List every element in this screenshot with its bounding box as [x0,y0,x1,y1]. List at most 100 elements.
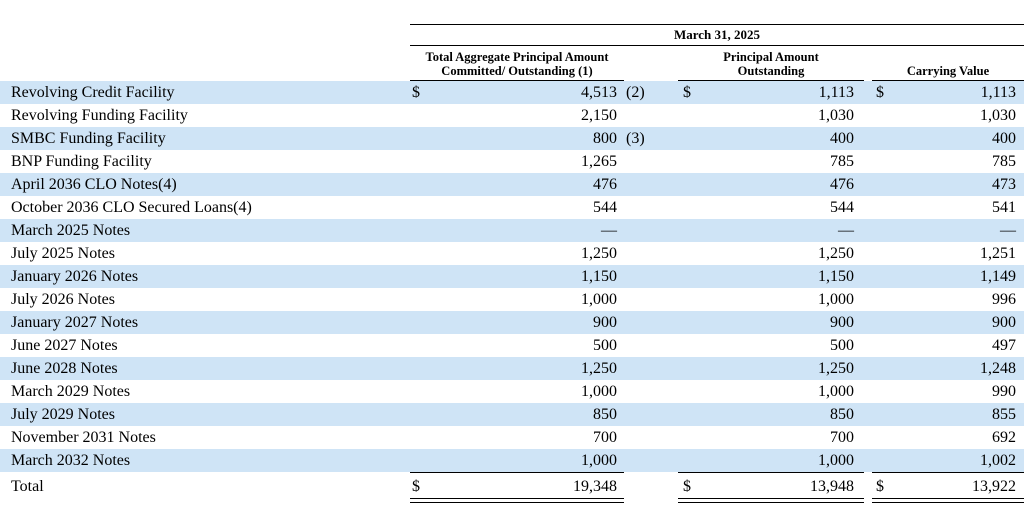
col3-value: 990 [992,383,1016,400]
col3-value: 1,248 [980,360,1016,377]
col3-header-rule [872,80,1024,81]
col2-value: 785 [830,153,854,170]
table-row: January 2027 Notes 900 900 900 [0,311,1024,334]
total-col2-dollar: $ [683,478,691,495]
col2-value: 1,250 [818,360,854,377]
col2-value: 1,000 [818,452,854,469]
col1-value: 1,000 [581,291,617,308]
col3-value: 692 [992,429,1016,446]
row-label: March 2025 Notes [11,222,131,239]
col3-total-double-rule [872,498,1024,503]
total-col2-value: 13,948 [810,478,854,495]
col3-value: — [1000,222,1016,239]
col2-value: 1,000 [818,383,854,400]
col3-value: 1,251 [980,245,1016,262]
col2-value: 1,000 [818,291,854,308]
col1-value: 1,150 [581,268,617,285]
col1-footnote: (3) [626,130,645,147]
col1-value: 544 [593,199,617,216]
period-header: March 31, 2025 [673,27,761,42]
col1-value: 1,265 [581,153,617,170]
table-row: July 2025 Notes 1,250 1,250 1,251 [0,242,1024,265]
col1-value: 476 [593,176,617,193]
col2-value: 900 [830,314,854,331]
row-label: June 2027 Notes [11,337,118,354]
col1-value: — [601,222,617,239]
col3-value: 541 [992,199,1016,216]
col3-value: 855 [992,406,1016,423]
table-row: March 2025 Notes — — — [0,219,1024,242]
col1-value: 1,250 [581,360,617,377]
col3-dollar: $ [876,84,884,101]
table-row: June 2028 Notes 1,250 1,250 1,248 [0,357,1024,380]
col1-total-rule [410,472,624,473]
table-row: Revolving Funding Facility 2,150 1,030 1,03… [0,104,1024,127]
row-label: July 2025 Notes [11,245,115,262]
row-label: Revolving Funding Facility [11,107,188,124]
col1-dollar: $ [412,84,420,101]
col-total-aggregate-header-line2: Committed/ Outstanding (1) [441,64,593,78]
total-label: Total [11,478,44,495]
col-total-aggregate-header: Total Aggregate Principal Amount Committ… [410,50,624,78]
col1-value: 1,250 [581,245,617,262]
table-row: April 2036 CLO Notes(4) 476 476 473 [0,173,1024,196]
table-row: Revolving Credit Facility $ $ $4,513 (2) 1,11… [0,81,1024,104]
col1-total-double-rule [410,498,624,503]
col1-value: 900 [593,314,617,331]
col2-total-rule [678,472,864,473]
col3-value: 497 [992,337,1016,354]
row-label: June 2028 Notes [11,360,118,377]
col3-value: 785 [992,153,1016,170]
table-row: March 2032 Notes 1,000 1,000 1,002 [0,449,1024,472]
col3-value: 1,149 [980,268,1016,285]
row-label: January 2027 Notes [11,314,139,331]
row-label: March 2029 Notes [11,383,131,400]
col-total-aggregate-header-line1: Total Aggregate Principal Amount [425,50,609,64]
table-row: January 2026 Notes 1,150 1,150 1,149 [0,265,1024,288]
table-row: March 2029 Notes 1,000 1,000 990 [0,380,1024,403]
col3-value: 1,002 [980,452,1016,469]
total-col1-dollar: $ [412,478,420,495]
row-label: July 2026 Notes [11,291,115,308]
total-col3-dollar: $ [876,478,884,495]
col2-total-double-rule [678,498,864,503]
col2-value: 850 [830,406,854,423]
total-row: Total $ 19,348 $ 13,948 $ 13,922 [0,475,1024,498]
col1-value: 800 [593,130,617,147]
col2-value: 1,030 [818,107,854,124]
table-row: BNP Funding Facility 1,265 785 785 [0,150,1024,173]
row-label: April 2036 CLO Notes(4) [11,176,177,193]
col2-value: 476 [830,176,854,193]
col2-header-rule [678,80,864,81]
col2-value: 1,150 [818,268,854,285]
col3-value: 400 [992,130,1016,147]
col-principal-outstanding-header: Principal Amount Outstanding [678,50,864,78]
row-label: SMBC Funding Facility [11,130,166,147]
col2-value: 1,250 [818,245,854,262]
table-row: October 2036 CLO Secured Loans(4) 544 544 5… [0,196,1024,219]
table-row: June 2027 Notes 500 500 497 [0,334,1024,357]
col2-dollar: $ [683,84,691,101]
row-label: January 2026 Notes [11,268,139,285]
period-underline [410,45,1024,46]
col-principal-header-line2: Outstanding [737,64,805,78]
col2-value: — [838,222,854,239]
col3-value: 473 [992,176,1016,193]
col1-value: 2,150 [581,107,617,124]
col1-value: 850 [593,406,617,423]
row-label: July 2029 Notes [11,406,115,423]
row-label: October 2036 CLO Secured Loans(4) [11,199,252,216]
total-col1-value: 19,348 [573,478,617,495]
table-row: July 2029 Notes 850 850 855 [0,403,1024,426]
col2-value: 1,113 [818,84,854,101]
table-row: July 2026 Notes 1,000 1,000 996 [0,288,1024,311]
col2-value: 544 [830,199,854,216]
col1-value: 4,513 [581,84,617,101]
col2-value: 700 [830,429,854,446]
col2-value: 400 [830,130,854,147]
row-label: March 2032 Notes [11,452,131,469]
col1-footnote: (2) [626,84,645,101]
col2-value: 500 [830,337,854,354]
col1-value: 500 [593,337,617,354]
